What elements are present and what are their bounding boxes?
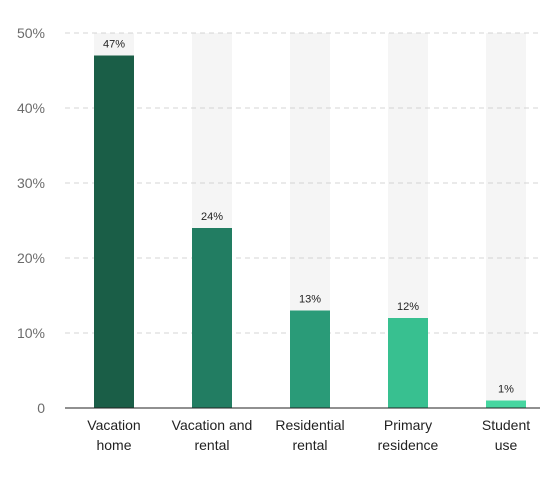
bar	[94, 55, 134, 408]
y-tick-label: 20%	[17, 250, 45, 266]
y-tick-label: 30%	[17, 175, 45, 191]
bar-value-label: 12%	[397, 301, 419, 313]
x-category-label: Student use	[482, 417, 530, 453]
bar-value-label: 13%	[299, 294, 321, 306]
bar	[486, 400, 526, 408]
x-category-label: Primary residence	[378, 417, 439, 453]
bar-value-label: 1%	[498, 384, 514, 396]
column-band	[486, 33, 526, 408]
bar-value-label: 24%	[201, 211, 223, 223]
value-labels: 47% 24% 13% 12% 1%	[103, 39, 514, 396]
bar	[388, 318, 428, 408]
x-category-label: Vacation and rental	[172, 417, 253, 453]
bars	[94, 55, 526, 408]
y-tick-label: 50%	[17, 25, 45, 41]
x-axis-category-labels: Vacation home Vacation and rental Residentia…	[87, 417, 530, 453]
bar	[290, 310, 330, 408]
x-category-label: Residential rental	[275, 417, 344, 453]
y-tick-label: 40%	[17, 100, 45, 116]
column-bands	[94, 33, 526, 408]
bar	[192, 228, 232, 408]
y-tick-label: 10%	[17, 325, 45, 341]
y-axis-tick-labels: 0 10% 20% 30% 40% 50%	[17, 25, 45, 416]
y-tick-label: 0	[37, 400, 45, 416]
x-category-label: Vacation home	[87, 417, 140, 453]
bar-value-label: 47%	[103, 39, 125, 51]
